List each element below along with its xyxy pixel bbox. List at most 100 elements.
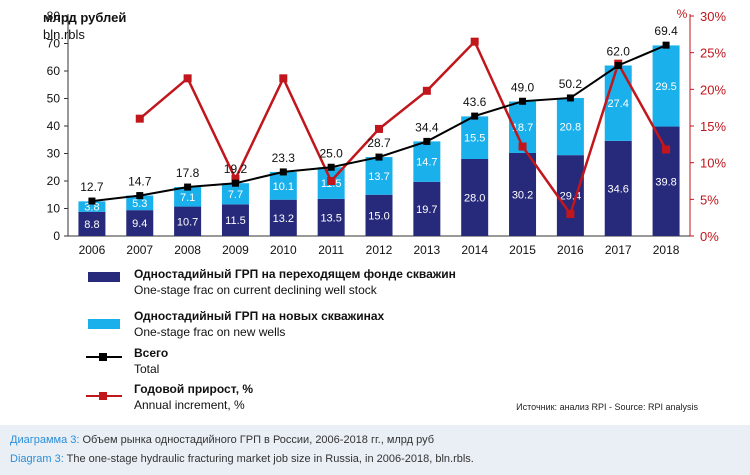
bar-declining-stock [461,159,489,236]
legend-item-total: Всего Total [134,345,168,377]
bar-new-wells [652,45,680,127]
caption-ru-label: Диаграмма 3: [10,434,80,446]
x-axis-tick-label: 2007 [126,243,153,257]
data-label-new-wells: 13.7 [368,171,389,183]
left-axis-tick-label: 20 [47,174,61,188]
total-marker [662,41,670,49]
legend-label-ru: Одностадийный ГРП на новых скважинах [134,309,385,323]
legend-item-declining: Одностадийный ГРП на переходящем фонде с… [134,266,456,298]
bar-declining-stock [174,206,202,236]
x-axis-tick-label: 2013 [413,243,440,257]
right-axis-tick-label: 5% [700,192,719,207]
total-marker [375,153,383,161]
data-label-new-wells: 10.1 [273,181,294,193]
bar-declining-stock [604,140,632,236]
right-axis-tick-label: 10% [700,156,726,171]
total-marker [231,179,239,187]
x-axis-tick-label: 2011 [318,243,344,257]
x-axis-tick-label: 2015 [509,243,536,257]
right-axis-tick-label: 25% [700,46,726,61]
legend-marker-increment [99,392,107,400]
source-note: Источник: анализ RPI - Source: RPI analy… [516,402,698,412]
bar-new-wells [174,187,202,207]
caption-en-text: The one-stage hydraulic fracturing marke… [63,453,474,465]
bar-new-wells [126,195,154,211]
right-axis-tick-label: 15% [700,119,726,134]
left-axis-tick-label: 40 [47,119,61,133]
right-axis-tick-label: 0% [700,229,719,244]
right-axis-tick-label: 20% [700,82,726,97]
data-label-total: 14.7 [128,175,152,189]
caption-en: Diagram 3: The one-stage hydraulic fract… [10,453,474,465]
left-axis-tick-label: 0 [53,229,60,243]
data-label-declining: 19.7 [416,204,437,216]
increment-marker [422,86,431,95]
data-label-total: 23.3 [272,151,296,165]
x-axis-tick-label: 2014 [461,243,488,257]
data-label-declining: 34.6 [608,183,629,195]
data-label-total: 19.2 [224,162,248,176]
data-label-new-wells: 7.7 [228,189,243,201]
bar-declining-stock [221,204,249,236]
data-label-declining: 9.4 [132,218,147,230]
data-label-total: 34.4 [415,120,439,134]
increment-marker [518,142,527,151]
x-axis-tick-label: 2018 [653,243,680,257]
legend-label-en: One-stage frac on new wells [134,325,286,339]
caption-box: Диаграмма 3: Объем рынка одностадийного … [0,425,750,475]
increment-marker [470,37,479,46]
left-axis-tick-label: 30 [47,147,61,161]
bar-declining-stock [78,211,106,236]
increment-marker [662,145,671,154]
increment-line [138,39,668,217]
bar-new-wells [556,97,584,156]
legend-label-ru: Одностадийный ГРП на переходящем фонде с… [134,267,456,281]
legend-label-ru: Годовой прирост, % [134,382,254,396]
chart-plot: 0 10 20 30 40 50 60 70 80 0% 5% 10% 15% 20% 25% 30%% 200… [47,7,727,257]
bar-declining-stock [652,126,680,236]
left-axis-tick-label: 80 [47,9,61,23]
total-marker [327,163,335,171]
x-axis-tick-label: 2010 [270,243,297,257]
data-label-declining: 10.7 [177,216,198,228]
legend-swatch-declining [88,272,120,282]
bar-declining-stock [317,198,345,236]
x-axis-tick-label: 2008 [174,243,201,257]
legend-item-increment: Годовой прирост, % Annual increment, % [134,381,253,413]
left-axis-tick-label: 60 [47,64,61,78]
bar-declining-stock [556,155,584,236]
increment-marker [135,114,144,123]
total-marker [184,183,192,191]
data-label-new-wells: 18.7 [512,122,533,134]
data-label-new-wells: 5.3 [132,198,147,210]
left-axis-tick-label: 70 [47,37,61,51]
right-axis-unit: % [677,7,688,21]
bar-new-wells [461,116,489,159]
legend-label-en: Annual increment, % [134,398,245,412]
total-marker [88,197,96,205]
x-axis-tick-label: 2006 [79,243,106,257]
legend-marker-total [99,353,107,361]
data-label-total: 25.0 [319,146,343,160]
right-axis-tick-label: 30% [700,9,726,24]
data-label-new-wells: 27.4 [608,98,629,110]
data-label-total: 28.7 [367,136,391,150]
data-label-total: 17.8 [176,166,200,180]
legend-item-new-wells: Одностадийный ГРП на новых скважинах One… [134,308,384,340]
bar-new-wells [413,141,441,182]
total-marker [566,94,574,102]
total-marker [614,62,622,69]
increment-marker [375,124,383,133]
increment-marker [231,174,240,183]
data-label-new-wells: 3.8 [84,202,99,214]
data-label-total: 43.6 [463,95,487,109]
bar-new-wells [365,157,393,195]
bar-declining-stock [269,199,297,236]
left-axis-tick-label: 50 [47,92,61,106]
bar-new-wells [78,201,106,212]
caption-en-label: Diagram 3: [10,453,64,465]
data-label-total: 12.7 [80,180,104,194]
data-label-total: 69.4 [654,24,678,38]
data-label-declining: 30.2 [512,189,533,201]
bar-declining-stock [413,181,441,236]
